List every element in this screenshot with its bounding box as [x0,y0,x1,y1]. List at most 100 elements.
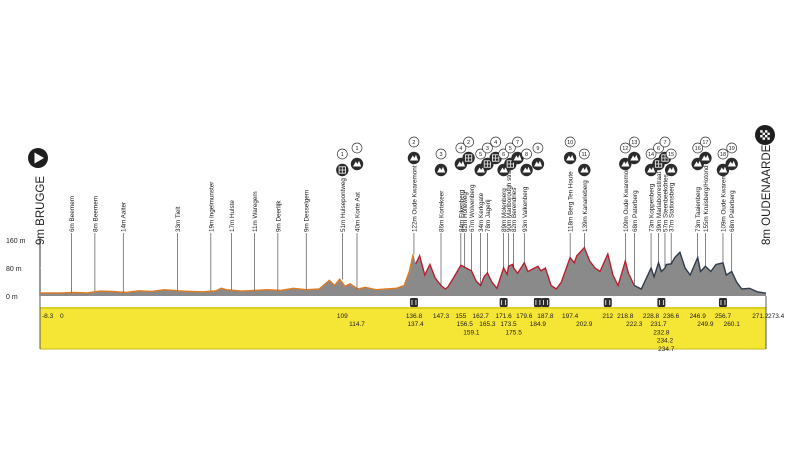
profile-outline-1 [40,253,414,294]
place-label: 139m Kanarieberg [582,180,589,232]
km-mark-label: 212 [602,313,613,320]
place-label: 17m Hulste [229,200,236,232]
marker-number-circle [619,142,631,154]
km-mark-label: 271.2 [752,313,769,320]
place-label: 82m Holleweg [462,192,469,232]
marker-number-circle [726,142,738,154]
km-mark-label: 228.8 [643,313,660,320]
climb-marker: 19 [725,142,738,171]
marker-number: 7 [663,140,666,146]
km-mark-label: 249.9 [697,321,714,328]
place-label: 11m Waregem [252,191,259,232]
cobble-sector-icon [409,298,418,307]
climb-marker: 11 [578,148,591,177]
place-label: 51m Huisepontweg [340,178,347,232]
elevation-profile [40,246,767,296]
km-mark-label: 187.8 [537,313,554,320]
place-label: 68m Paterberg [729,190,736,232]
marker-number-circle [455,142,467,154]
place-label: 78m Jagerij [485,199,492,232]
start-finish: 9m BRUGGE 8m OUDENAARDE [28,125,775,245]
place-label: 155m Kruisberg/Hotond [703,165,710,232]
marker-number: 2 [467,140,470,146]
y-axis: 0 m 80 m 160 m [6,238,611,301]
marker-number: 8 [525,152,528,158]
km-mark-label: 171.6 [495,313,512,320]
km-mark-label: 155 [455,313,466,320]
climb-marker: 16 [691,142,704,171]
marker-number: 3 [439,152,442,158]
km-mark-label: 156.5 [457,321,474,328]
km-mark-label: 179.6 [516,313,533,320]
marker-number-circle [351,142,363,154]
marker-number: 7 [516,140,519,146]
profile-outline-3 [633,250,767,294]
place-label: 57m Steenbeekdries [662,174,669,232]
km-mark-label: 234.2 [657,338,674,345]
start-label: 9m BRUGGE [35,176,47,245]
climb-marker: 1 [350,142,364,171]
marker-number: 4 [494,140,497,146]
marker-number: 10 [567,140,573,146]
km-end-label: 273.4 [768,313,785,320]
marker-number: 19 [729,146,735,152]
km-mark-label: 114.7 [349,321,365,328]
marker-number: 13 [631,140,637,146]
km-mark-label: 162.7 [473,313,490,320]
cobble-sector-icon [499,298,508,307]
climb-marker: 7 [511,136,524,165]
marker-number-circle [692,142,704,154]
marker-number-circle [504,142,516,154]
place-label: 33m Tielt [175,206,182,232]
cobble-marker: 7 [658,136,672,165]
marker-number: 17 [702,140,708,146]
marker-number-circle [521,148,532,160]
climb-marker: 8 [520,148,533,177]
km-mark-label: 234.7 [658,346,675,353]
place-label: 9m Deerlijk [275,200,282,232]
km-mark-label: 202.9 [576,321,593,328]
cobble-sector-icon [718,298,727,307]
marker-number-circle [645,148,657,160]
km-mark-label: 256.7 [715,313,732,320]
marker-number-circle [532,142,544,154]
place-label: 14m Aalter [121,202,128,232]
place-label: 67m Wolvenberg [469,184,476,232]
climb-marker: 2 [407,136,421,165]
km-mark-label: 236.6 [663,313,680,320]
marker-number: 9 [536,146,539,152]
marker-number: 2 [412,140,415,146]
marker-number-circle [564,136,576,148]
marker-number-circle [463,136,474,148]
place-label: 109m Oude Kwaremont [623,165,630,232]
place-label: 86m Kortekeer [439,191,446,232]
km-mark-label: 232.8 [653,329,670,336]
marker-number: 6 [657,146,660,152]
km-mark-label: 136.8 [406,313,423,320]
place-label: 73m Taaienberg [695,186,702,232]
marker-number-circle [512,136,523,148]
marker-number-circle [628,136,640,148]
finish-label: 8m OUDENAARDE [761,144,773,245]
marker-number: 4 [459,146,462,152]
km-mark-label: 147.3 [433,313,450,320]
km-mark-label: 218.8 [617,313,634,320]
place-label: 9m Desselgem [304,190,311,232]
marker-number: 12 [622,146,628,152]
marker-number-circle [665,148,677,160]
play-start-icon [28,148,48,168]
marker-number: 11 [581,152,587,158]
km-mark-label: 184.9 [530,321,547,328]
marker-number: 16 [695,146,701,152]
marker-number-circle [717,148,729,160]
cobble-sector-icon [603,298,612,307]
y-tick-label: 80 m [6,266,22,273]
y-tick-label: 0 m [6,294,18,301]
climb-marker: 12 [619,142,632,171]
km-mark-label: 260.1 [724,321,741,328]
km-mark-label: 159.1 [463,329,480,336]
marker-number-circle [700,136,711,148]
place-label: 122m Oude Kwaremont [411,165,418,232]
